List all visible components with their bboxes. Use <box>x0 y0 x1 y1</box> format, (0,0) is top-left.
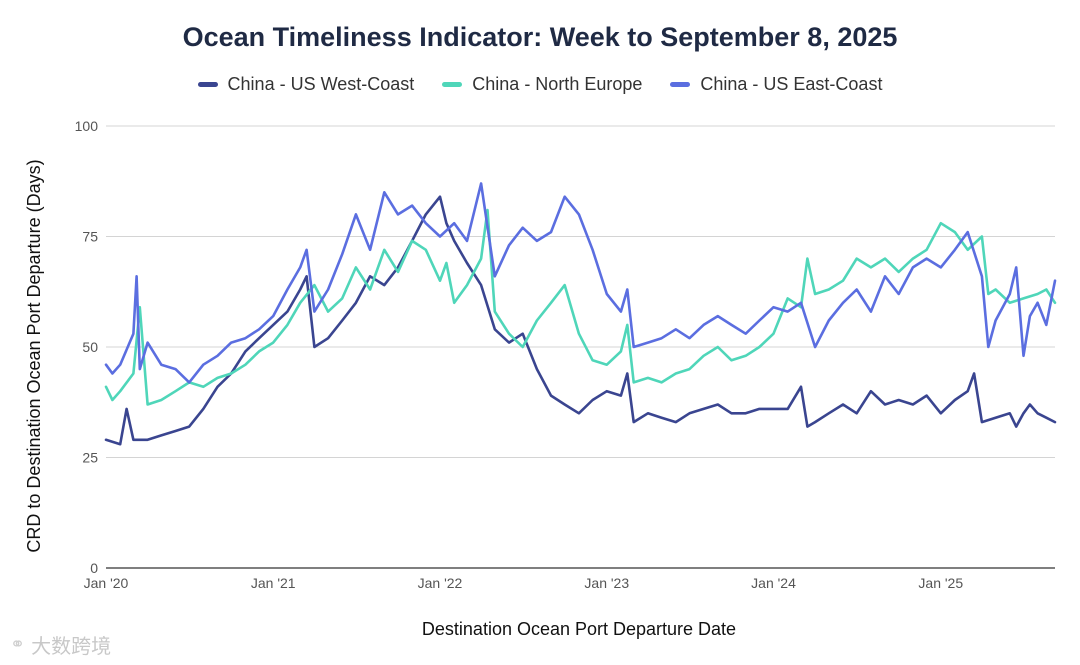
y-tick-label: 100 <box>75 118 99 134</box>
x-tick-label: Jan '21 <box>251 575 296 591</box>
x-axis-title: Destination Ocean Port Departure Date <box>422 619 736 639</box>
legend-label-us-east: China - US East-Coast <box>700 74 883 94</box>
watermark-text: 大数跨境 <box>31 636 112 658</box>
legend: China - US West-Coast China - North Euro… <box>0 74 1080 95</box>
legend-item-north-europe[interactable]: China - North Europe <box>442 74 642 95</box>
chart-title: Ocean Timeliness Indicator: Week to Sept… <box>182 22 898 52</box>
legend-item-us-east[interactable]: China - US East-Coast <box>670 74 882 95</box>
series-layer <box>104 182 1057 446</box>
legend-item-us-west[interactable]: China - US West-Coast <box>197 74 415 95</box>
axis-layer: 0 25 50 75 100 Jan '20 Jan '21 Jan '22 Jan '23 Ja… <box>75 118 964 591</box>
y-tick-label: 50 <box>82 339 98 355</box>
y-tick-label: 75 <box>82 229 98 245</box>
watermark: ⚭ 大数跨境 <box>10 630 111 659</box>
x-tick-label: Jan '20 <box>84 575 129 591</box>
y-tick-label: 0 <box>90 560 98 576</box>
legend-label-us-west: China - US West-Coast <box>227 74 415 94</box>
x-tick-label: Jan '24 <box>751 575 796 591</box>
logo-icon: ⚭ <box>10 634 26 654</box>
legend-swatch-north-europe <box>442 82 463 87</box>
y-axis-title: CRD to Destination Ocean Port Departure … <box>24 159 44 552</box>
y-tick-label: 25 <box>82 450 98 466</box>
legend-swatch-us-east <box>670 82 691 87</box>
series-line-0[interactable] <box>104 195 1057 446</box>
series-line-1[interactable] <box>104 208 1057 406</box>
x-tick-label: Jan '23 <box>584 575 629 591</box>
x-tick-label: Jan '22 <box>418 575 463 591</box>
series-line-2[interactable] <box>104 182 1057 384</box>
legend-label-north-europe: China - North Europe <box>472 74 643 94</box>
x-tick-label: Jan '25 <box>918 575 963 591</box>
legend-swatch-us-west <box>197 82 218 87</box>
